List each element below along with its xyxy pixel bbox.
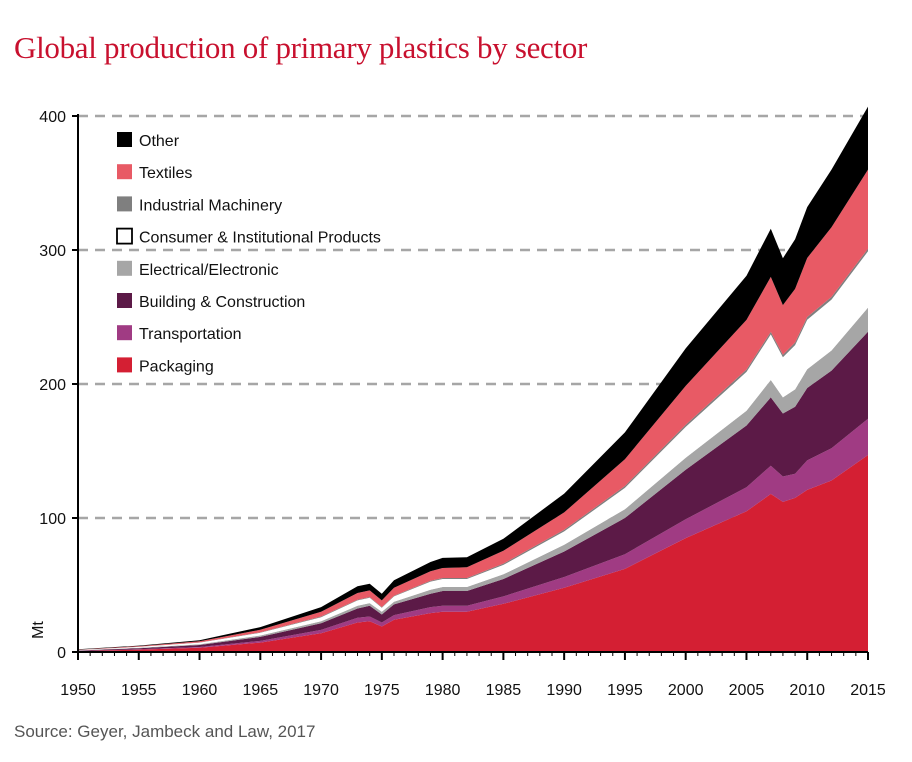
legend-label-transportation: Transportation <box>139 326 242 343</box>
x-tick-label-1960: 1960 <box>182 682 218 699</box>
legend-label-consumer-institutional-products: Consumer & Institutional Products <box>139 230 381 247</box>
chart-title: Global production of primary plastics by… <box>14 30 588 65</box>
source-note: Source: Geyer, Jambeck and Law, 2017 <box>14 722 316 741</box>
x-tick-label-1950: 1950 <box>60 682 96 699</box>
y-tick-label-300: 300 <box>39 243 66 260</box>
x-tick-label-1980: 1980 <box>425 682 461 699</box>
legend-swatch-packaging <box>117 357 132 373</box>
x-tick-label-1970: 1970 <box>303 682 339 699</box>
legend-label-other: Other <box>139 133 180 150</box>
y-tick-label-200: 200 <box>39 377 66 394</box>
legend-swatch-consumer-institutional-products <box>116 227 133 245</box>
legend-swatch-textiles <box>117 164 132 180</box>
y-tick-label-0: 0 <box>57 645 66 662</box>
area-building-construction <box>78 331 868 651</box>
legend-swatch-other <box>117 132 132 147</box>
x-tick-labels: 1950 1955 1960 1965 1970 1975 1980 1985 1990 1995… <box>60 652 886 699</box>
legend: Other Textiles Industrial Machinery Consume… <box>116 132 381 375</box>
y-tick-labels: 0 100 200 300 400 <box>39 109 78 662</box>
area-series <box>78 106 868 652</box>
x-tick-label-1995: 1995 <box>607 682 643 699</box>
x-tick-label-2010: 2010 <box>789 682 825 699</box>
x-tick-label-1985: 1985 <box>486 682 522 699</box>
grid-lines <box>78 114 868 520</box>
legend-swatch-building-construction <box>117 293 132 308</box>
legend-swatch-industrial-machinery <box>117 196 132 212</box>
area-transportation <box>78 418 868 652</box>
y-tick-label-100: 100 <box>39 511 66 528</box>
x-tick-label-2000: 2000 <box>668 682 704 699</box>
y-tick-label-400: 400 <box>39 109 66 126</box>
x-tick-label-1990: 1990 <box>546 682 582 699</box>
x-tick-label-2015: 2015 <box>850 682 886 699</box>
legend-swatch-transportation <box>117 325 132 341</box>
legend-label-industrial-machinery: Industrial Machinery <box>139 197 282 214</box>
x-tick-label-1975: 1975 <box>364 682 400 699</box>
x-tick-label-2005: 2005 <box>729 682 765 699</box>
legend-label-packaging: Packaging <box>139 358 214 375</box>
area-packaging <box>78 455 868 652</box>
legend-label-building-construction: Building & Construction <box>139 294 305 311</box>
y-axis-label: Mt <box>30 621 47 639</box>
legend-label-textiles: Textiles <box>139 165 192 182</box>
legend-label-electrical-electronic: Electrical/Electronic <box>139 262 279 279</box>
x-tick-label-1965: 1965 <box>243 682 279 699</box>
x-tick-label-1955: 1955 <box>121 682 157 699</box>
legend-swatch-electrical-electronic <box>117 260 132 276</box>
